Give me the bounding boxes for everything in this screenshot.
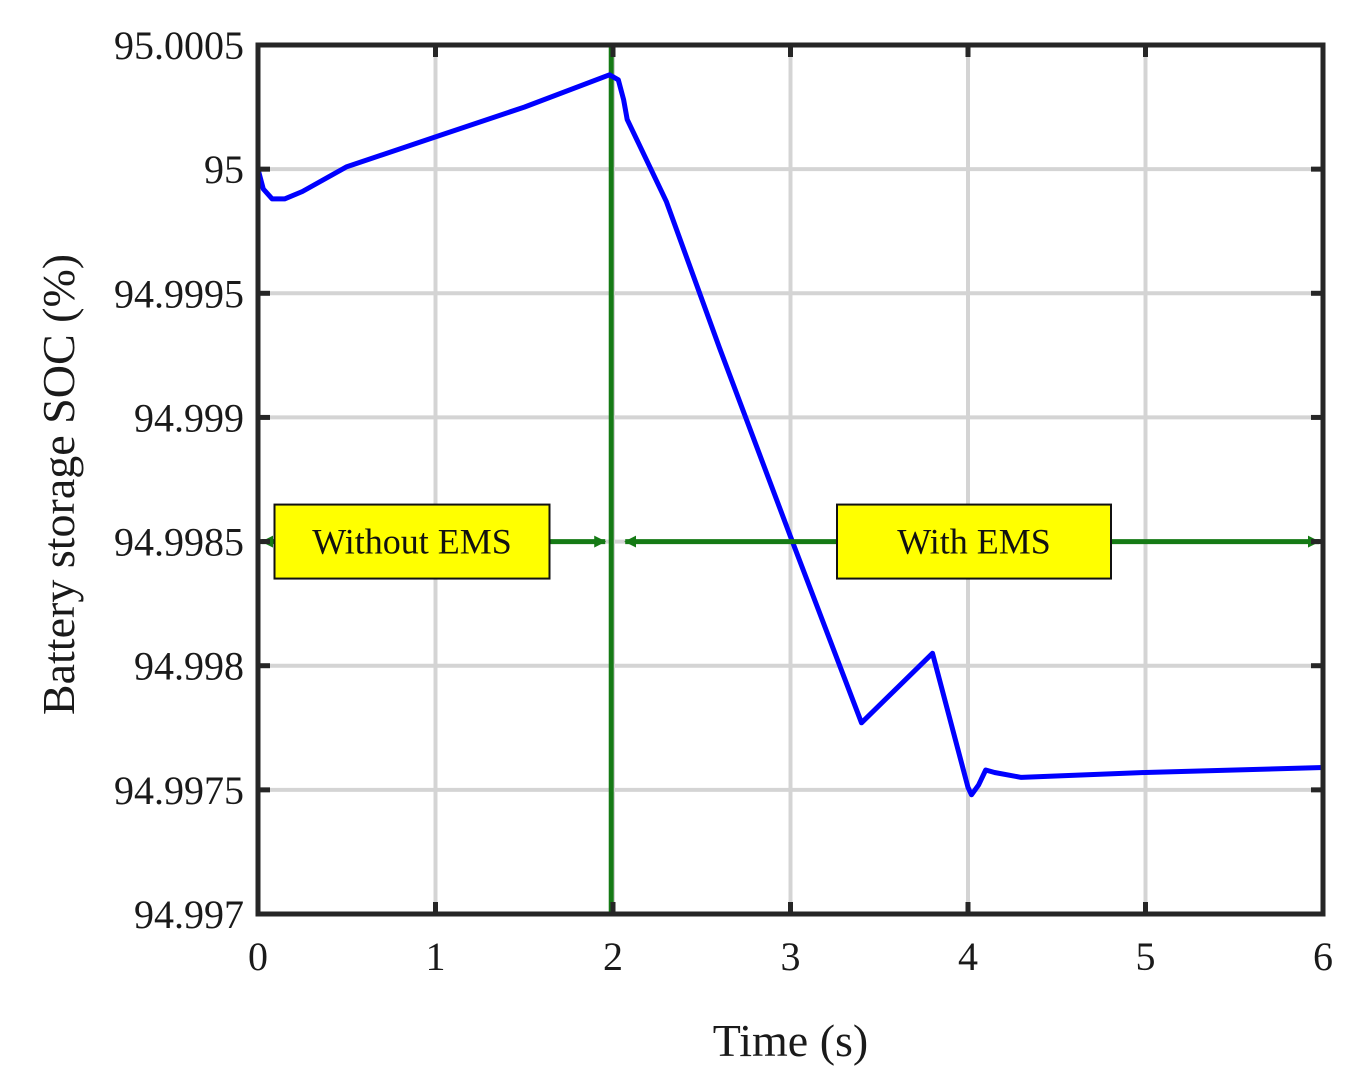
annotation-box <box>273 503 551 580</box>
series-layer <box>255 72 1326 798</box>
x-tick-label: 5 <box>1136 934 1156 979</box>
x-tick-label: 6 <box>1313 934 1333 979</box>
y-tick-label: 95.0005 <box>114 23 244 68</box>
y-tick-label: 94.999 <box>134 395 244 440</box>
annotation-layer: Without EMS With EMS <box>261 503 1320 580</box>
x-tick-labels: 0 1 2 3 4 5 6 <box>248 934 1333 979</box>
x-tick-label: 2 <box>603 934 623 979</box>
x-tick-label: 4 <box>958 934 978 979</box>
x-tick-label: 3 <box>781 934 801 979</box>
annotation-label: With EMS <box>897 522 1051 562</box>
y-axis-title: Battery storage SOC (%) <box>33 254 84 715</box>
grid <box>256 43 1325 916</box>
annotation-label: Without EMS <box>312 522 512 562</box>
annotation-box <box>836 503 1112 580</box>
x-axis-title: Time (s) <box>713 1015 869 1066</box>
y-tick-label: 95 <box>204 147 244 192</box>
tick-marks <box>255 42 1326 917</box>
y-tick-label: 94.9975 <box>114 768 244 813</box>
y-tick-label: 94.998 <box>134 644 244 689</box>
y-tick-label: 94.997 <box>134 892 244 937</box>
x-tick-label: 1 <box>426 934 446 979</box>
soc-series-line <box>255 72 1326 798</box>
x-tick-label: 0 <box>248 934 268 979</box>
y-tick-labels: 94.997 94.9975 94.998 94.9985 94.999 94.9995 9… <box>114 23 244 937</box>
y-tick-label: 94.9985 <box>114 520 244 565</box>
y-tick-label: 94.9995 <box>114 271 244 316</box>
